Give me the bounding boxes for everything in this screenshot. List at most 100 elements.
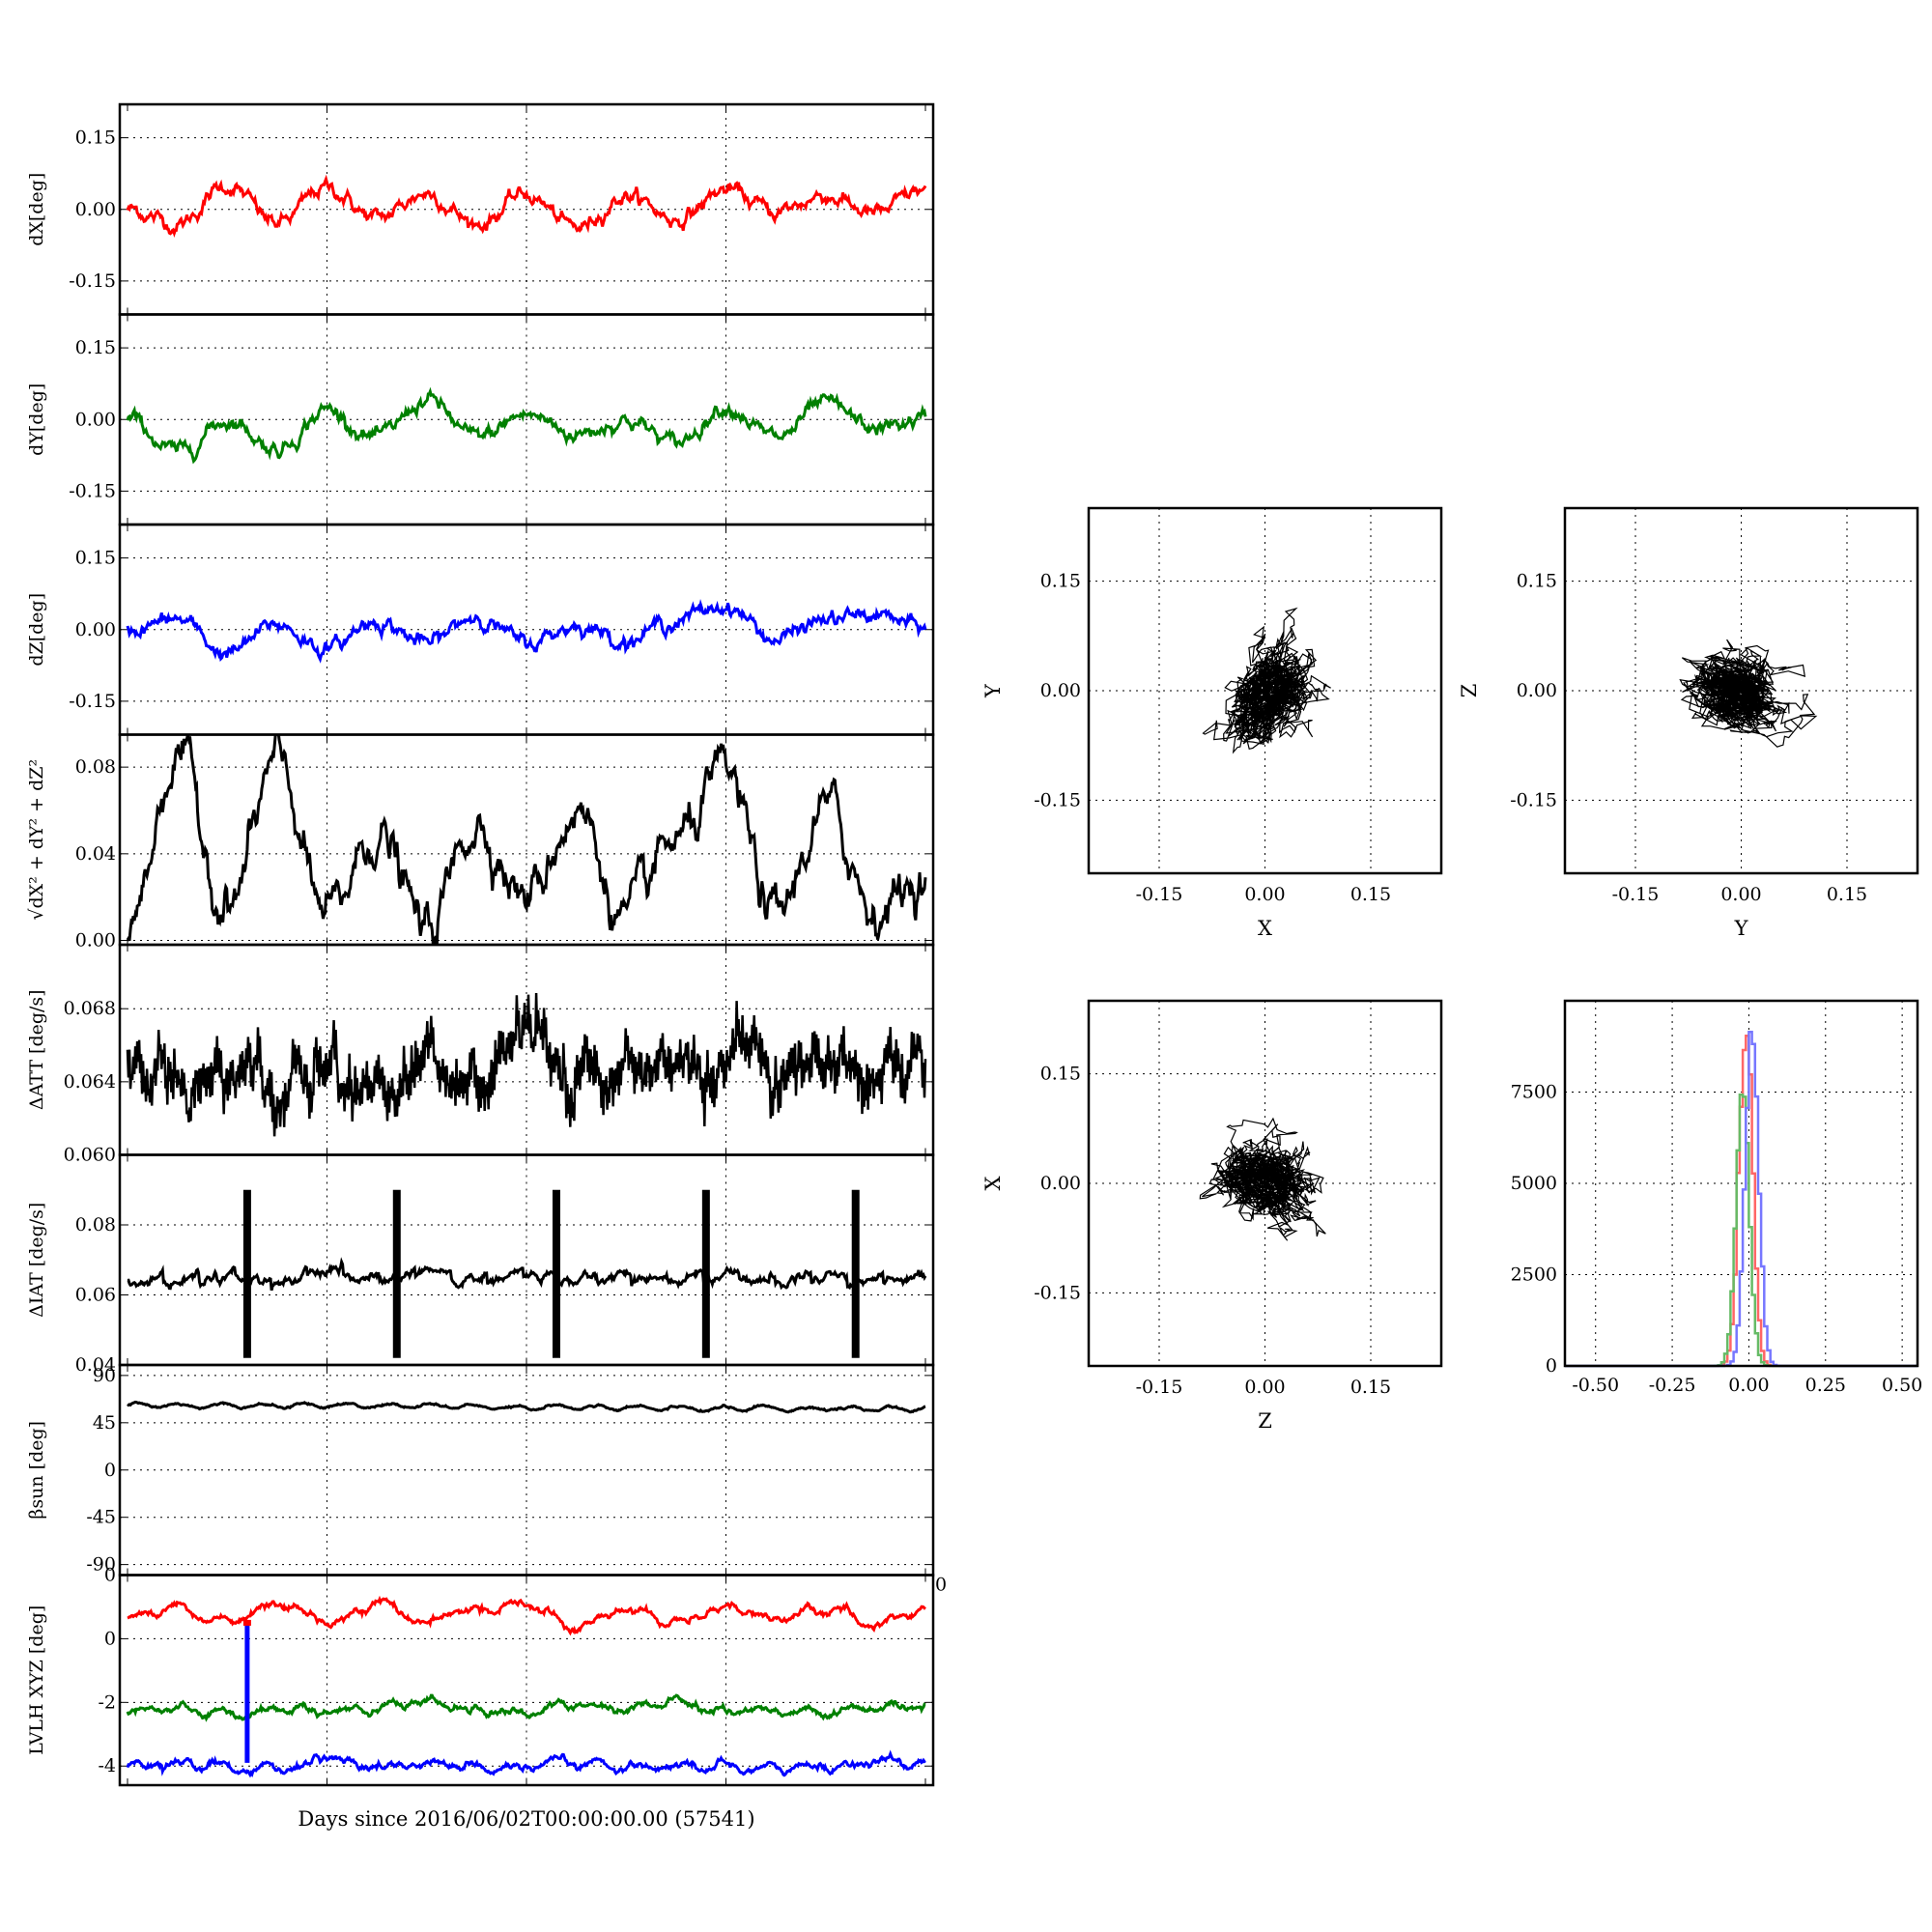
spike-bar (242, 1189, 251, 1358)
y-tick-label: 45 (93, 1412, 116, 1434)
y-tick-label: 0.06 (75, 1285, 116, 1306)
y-tick-label: 90 (93, 1365, 116, 1386)
panel-8: 0 -2 -4 LVLH XYZ [deg] 0 0 Days since 2016/06/… (26, 1565, 947, 1832)
y-axis-label: ΔATT [deg/s] (26, 989, 47, 1110)
x-tick-label: -0.25 (1649, 1375, 1696, 1396)
y-tick-label: -0.15 (1034, 1282, 1081, 1303)
series-group (126, 598, 927, 664)
scatter-trace (1202, 607, 1331, 754)
series-group (126, 992, 927, 1137)
spike-bar (701, 1189, 710, 1358)
y-axis-label: dY[deg] (26, 384, 47, 456)
series-line (126, 734, 927, 945)
y-tick-label: 0.08 (75, 756, 116, 778)
y-tick-label: -0.15 (69, 691, 116, 712)
series-group (127, 1189, 927, 1358)
y-tick-label: 0.15 (75, 337, 116, 358)
histogram-series (1565, 1093, 1918, 1368)
y-tick-label: 7500 (1511, 1082, 1557, 1103)
y-tick-label: 0.15 (75, 548, 116, 569)
scatter-trace (1199, 1117, 1326, 1241)
panel-frame (1087, 999, 1443, 1368)
x-tick-label: -0.15 (1136, 884, 1183, 905)
y-axis-label: dX[deg] (26, 173, 47, 246)
y-tick-label: 0 (1546, 1355, 1557, 1377)
y-tick-label: 0.064 (64, 1071, 116, 1093)
x-tick-label: 0.00 (1720, 884, 1761, 905)
panel-4: 0.08 0.04 0.00 √dX² + dY² + dZ² (26, 733, 935, 952)
y-tick-label: -90 (86, 1554, 116, 1576)
series-group (126, 1595, 926, 1778)
panel-frame (1563, 999, 1919, 1368)
y-tick-label: 0 (104, 1628, 116, 1649)
series-group (127, 1400, 926, 1414)
y-tick-label: -4 (98, 1755, 116, 1776)
panel-1: 0.15 0.00 -0.15 dX[deg] (26, 102, 935, 316)
series-line (127, 1595, 926, 1636)
y-tick-label: 0.00 (1040, 1173, 1081, 1194)
y-tick-label: 2500 (1511, 1264, 1557, 1286)
series-line (126, 598, 927, 664)
y-tick-label: 0 (104, 1460, 116, 1481)
y-tick-label: 0 (104, 1565, 116, 1586)
y-tick-label: 0.00 (75, 409, 116, 430)
panel-5: 0.068 0.064 0.060 ΔATT [deg/s] (26, 943, 935, 1166)
y-tick-label: 0.04 (75, 843, 116, 865)
scatter-panel-ZX: -0.15 -0.15 0.00 0.00 0.15 0.15 Z X (981, 999, 1443, 1433)
panel-7: 90 45 0 -45 -90 βsun [deg] (26, 1363, 935, 1577)
series-group (126, 734, 927, 945)
y-tick-label: 0.08 (75, 1214, 116, 1236)
series-line (126, 1749, 926, 1778)
series-group (126, 174, 927, 239)
spike-bar (851, 1189, 860, 1358)
y-tick-label: -45 (86, 1507, 116, 1528)
series-group (126, 386, 927, 465)
series-line (126, 1693, 926, 1722)
panel-frame (1563, 506, 1919, 875)
panel-frame (1087, 506, 1443, 875)
y-tick-label: 0.060 (64, 1145, 116, 1166)
panel-6: 0.08 0.06 0.04 ΔIAT [deg/s] (26, 1153, 935, 1376)
series-line (127, 1400, 926, 1414)
panel-frame (118, 1153, 935, 1367)
y-axis-label: βsun [deg] (26, 1421, 47, 1520)
x-axis-label: X (1258, 917, 1272, 940)
x-tick-label: -0.15 (1612, 884, 1660, 905)
panel-frame (118, 1574, 935, 1787)
x-tick-label: 0.15 (1827, 884, 1867, 905)
y-tick-label: 0.00 (75, 930, 116, 952)
y-tick-label: 5000 (1511, 1173, 1557, 1194)
spike-bar (552, 1189, 560, 1358)
x-axis-label: Days since 2016/06/02T00:00:00.00 (57541… (298, 1807, 754, 1831)
panel-3: 0.15 0.00 -0.15 dZ[deg] (26, 523, 935, 736)
series-line (126, 174, 927, 239)
histogram-series (1565, 1031, 1918, 1368)
y-axis-label: Z (1458, 684, 1481, 698)
y-tick-label: -2 (98, 1691, 116, 1713)
x-tick-label: -0.50 (1572, 1375, 1619, 1396)
spike-marker (242, 1619, 251, 1626)
y-tick-label: 0.00 (1040, 680, 1081, 701)
y-axis-label: dZ[deg] (26, 593, 47, 667)
y-axis-label: √dX² + dY² + dZ² (26, 759, 47, 921)
x-tick-label: -0.15 (1136, 1377, 1183, 1398)
scatter-trace (1679, 639, 1818, 748)
x-tick-label: 0.50 (1882, 1375, 1922, 1396)
series-line (126, 386, 927, 465)
y-tick-label: -0.15 (1510, 789, 1557, 810)
series-line (127, 1257, 927, 1292)
y-tick-label: 0.15 (1040, 571, 1081, 592)
y-tick-label: -0.15 (1034, 789, 1081, 810)
y-tick-label: -0.15 (69, 480, 116, 501)
y-tick-label: 0.04 (75, 1354, 116, 1376)
y-tick-label: -0.15 (69, 270, 116, 292)
y-axis-label: LVLH XYZ [deg] (26, 1605, 47, 1755)
spike-bar (392, 1189, 401, 1358)
y-tick-label: 0.15 (75, 128, 116, 149)
histogram-series (1565, 1034, 1918, 1368)
y-tick-label: 0 (935, 1575, 947, 1596)
y-tick-label: 0.00 (75, 619, 116, 640)
x-tick-label: 0.00 (1728, 1375, 1769, 1396)
series-line (126, 992, 927, 1137)
